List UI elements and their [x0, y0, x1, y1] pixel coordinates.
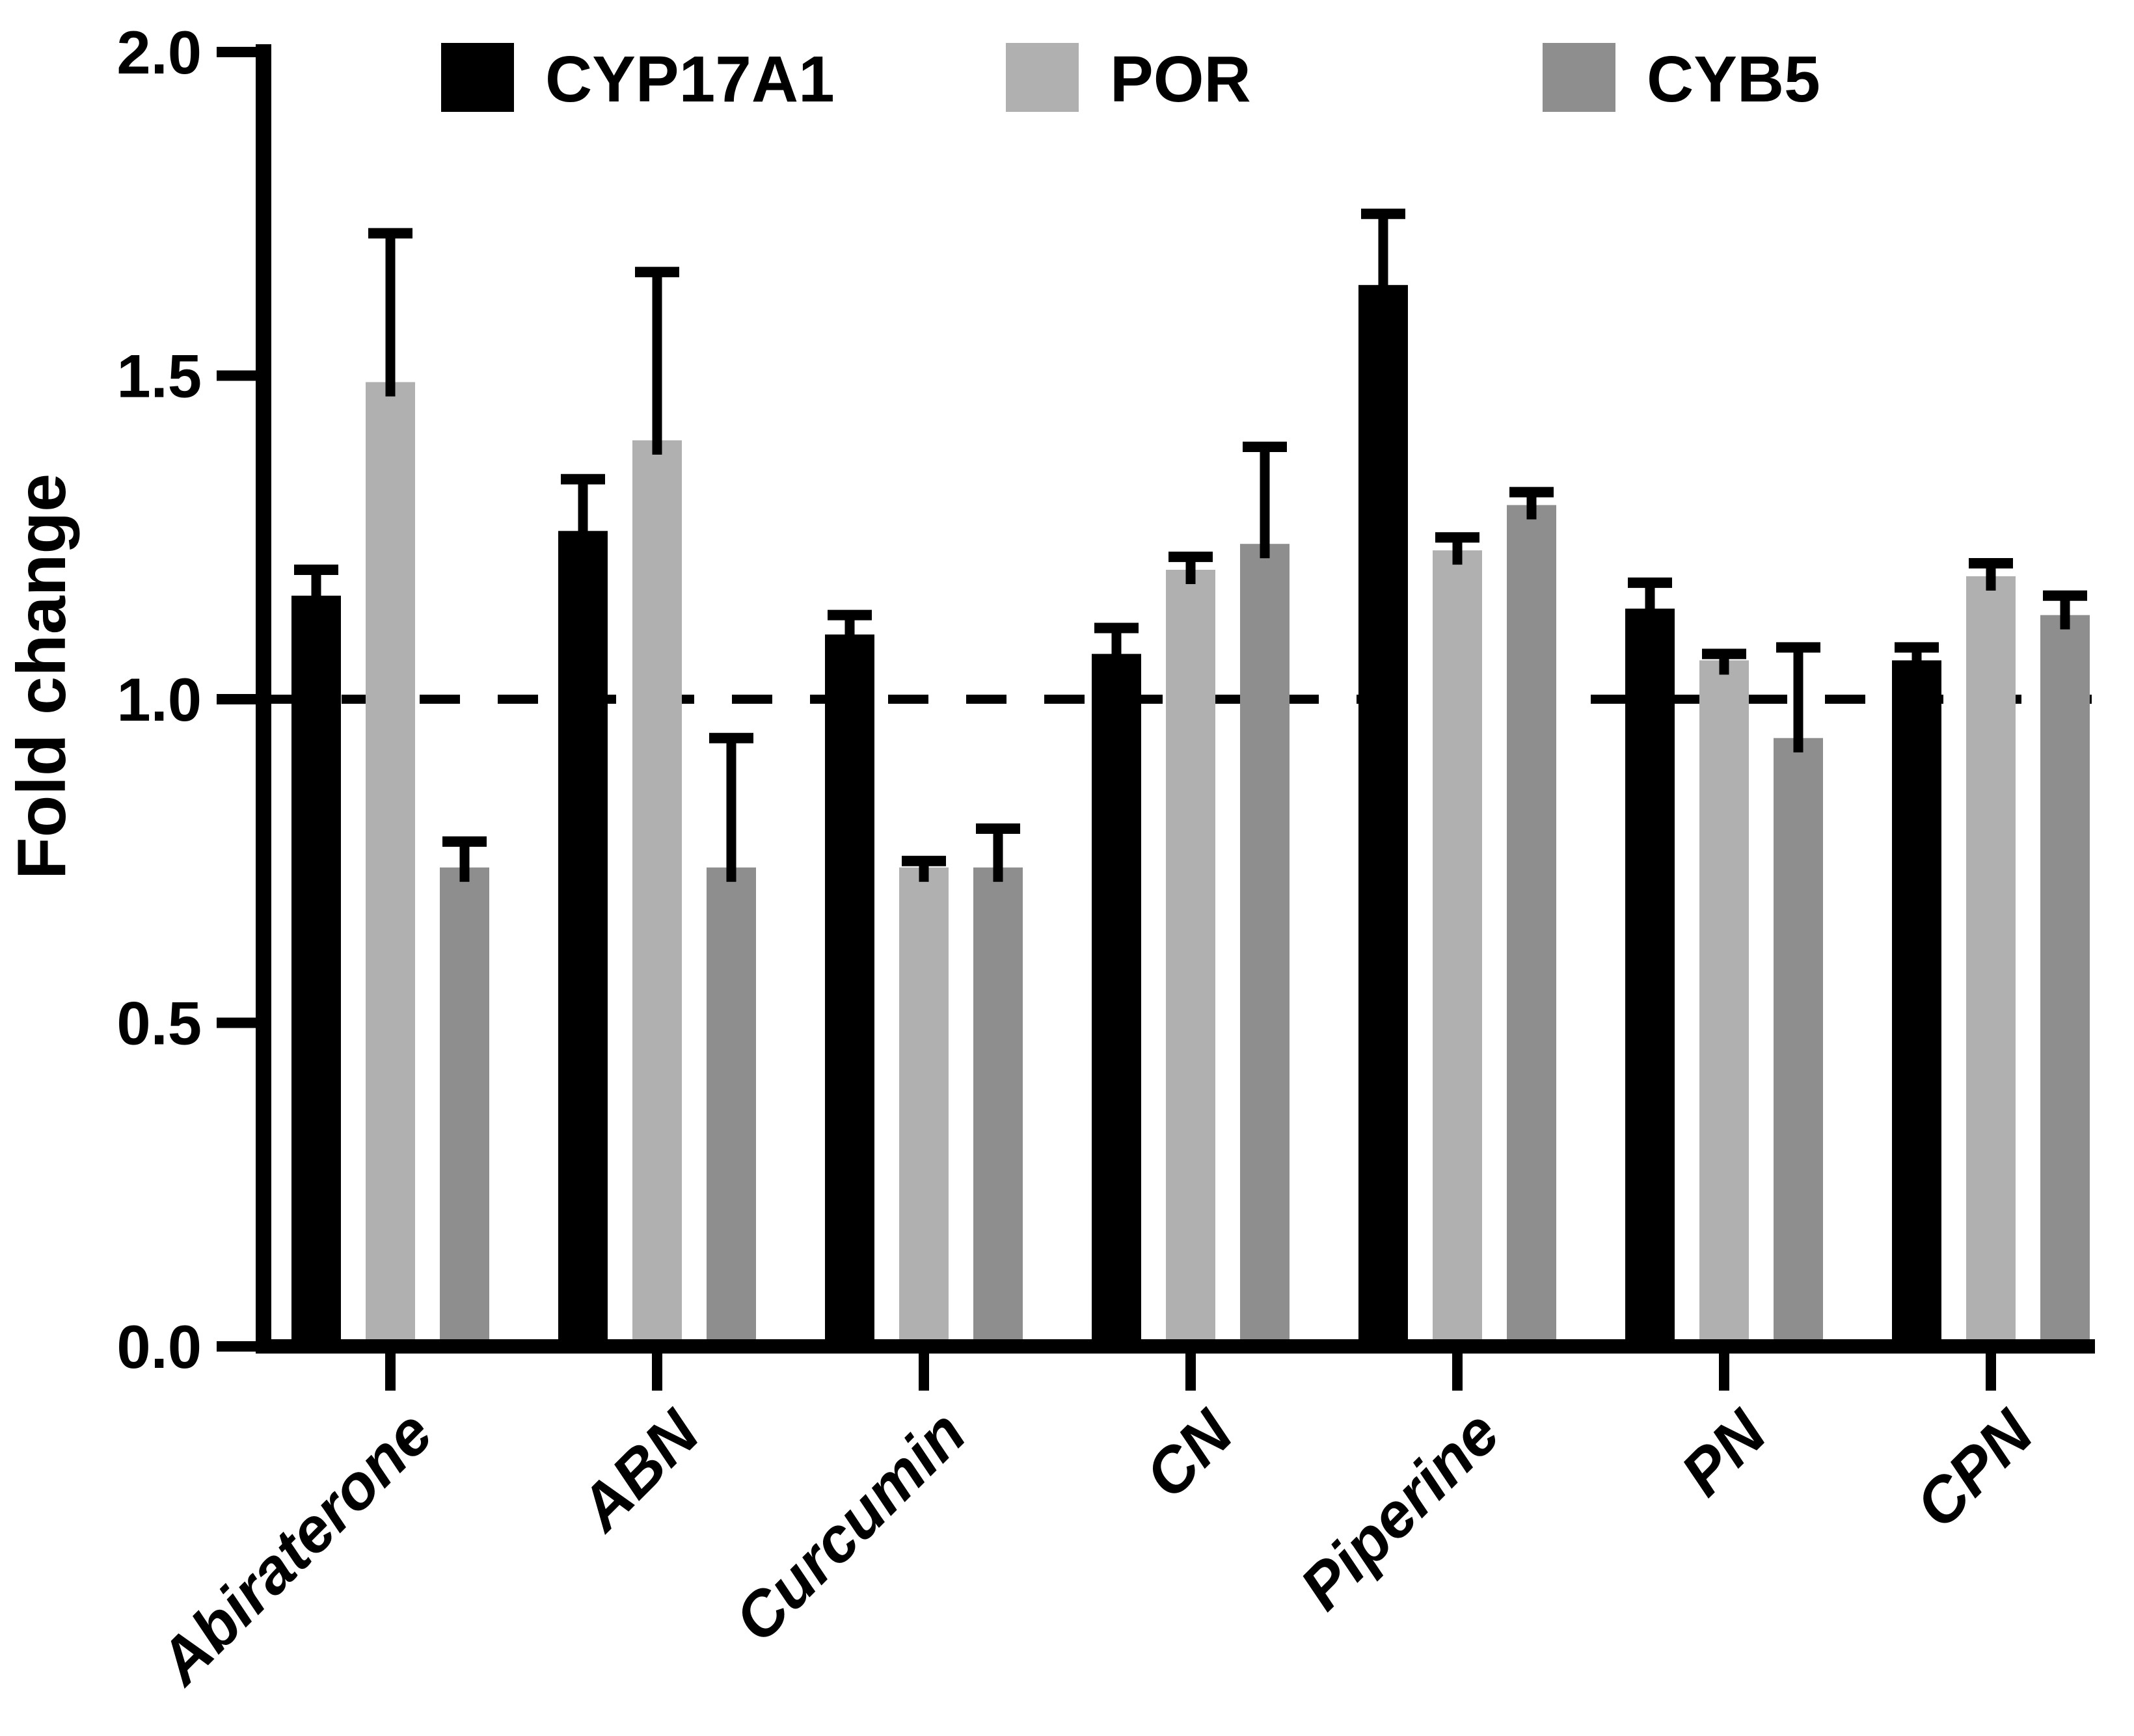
- bar-cyp17a1-curcumin: [825, 634, 874, 1353]
- x-category-label-curcumin: Curcumin: [721, 1397, 979, 1655]
- y-tick-label: 0.0: [116, 1313, 202, 1381]
- y-tick-label: 2.0: [116, 18, 202, 87]
- legend-label-cyb5: CYB5: [1647, 43, 1820, 116]
- bar-por-curcumin: [899, 867, 949, 1353]
- bar-cyp17a1-abn: [558, 531, 608, 1353]
- bar-cyp17a1-abiraterone: [291, 595, 341, 1353]
- bar-cyb5-abiraterone: [440, 867, 489, 1353]
- legend-swatch-cyb5: [1543, 43, 1615, 112]
- bar-por-pn: [1699, 660, 1749, 1353]
- x-category-label-pn: PN: [1667, 1396, 1780, 1509]
- y-tick-label: 1.0: [116, 665, 202, 734]
- legend-swatch-por: [1006, 43, 1079, 112]
- x-category-label-abn: ABN: [565, 1396, 713, 1544]
- bar-cyp17a1-cpn: [1892, 660, 1941, 1353]
- bar-cyp17a1-pn: [1625, 608, 1675, 1354]
- bar-cyb5-cn: [1240, 544, 1290, 1354]
- x-category-label-piperine: Piperine: [1286, 1397, 1513, 1623]
- bar-por-piperine: [1433, 550, 1482, 1353]
- bar-cyb5-curcumin: [973, 867, 1023, 1353]
- y-tick-label: 1.5: [116, 342, 202, 410]
- legend-label-cyp17a1: CYP17A1: [545, 43, 835, 116]
- bar-cyp17a1-cn: [1092, 654, 1141, 1353]
- y-tick-label: 0.5: [116, 989, 202, 1058]
- bar-por-cpn: [1966, 576, 2016, 1354]
- y-axis-title: Fold change: [3, 474, 80, 879]
- legend-swatch-cyp17a1: [441, 43, 514, 112]
- x-category-label-cn: CN: [1131, 1396, 1247, 1512]
- bar-cyp17a1-piperine: [1358, 285, 1408, 1354]
- bar-por-abiraterone: [366, 382, 415, 1354]
- x-category-label-cpn: CPN: [1902, 1396, 2047, 1541]
- bar-cyb5-cpn: [2040, 615, 2090, 1353]
- bar-cyb5-pn: [1774, 738, 1823, 1353]
- x-category-label-abiraterone: Abiraterone: [144, 1397, 445, 1698]
- bar-cyb5-piperine: [1507, 505, 1556, 1353]
- legend-label-por: POR: [1110, 43, 1251, 116]
- bar-cyb5-abn: [707, 867, 756, 1353]
- bar-por-cn: [1166, 570, 1215, 1353]
- bar-por-abn: [632, 440, 682, 1353]
